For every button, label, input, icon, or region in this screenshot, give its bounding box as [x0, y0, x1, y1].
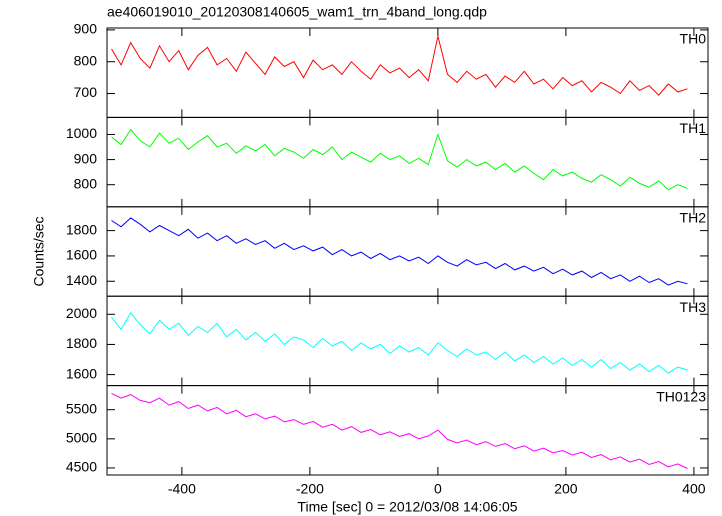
y-tick-label: 1800	[66, 335, 97, 351]
panel-label: TH0123	[656, 388, 706, 404]
data-line	[111, 392, 688, 469]
panel-frame	[106, 295, 709, 387]
y-tick-label: 900	[74, 21, 98, 37]
panel-label: TH1	[680, 120, 707, 136]
y-tick-label: 1600	[66, 247, 97, 263]
y-tick-label: 5500	[66, 400, 97, 416]
y-tick-label: 1800	[66, 221, 97, 237]
panel-label: TH3	[680, 299, 707, 315]
panel-frame	[106, 27, 709, 118]
data-line	[111, 217, 688, 286]
data-line	[111, 36, 688, 96]
y-tick-label: 1000	[66, 125, 97, 141]
chart-title: ae406019010_20120308140605_wam1_trn_4ban…	[107, 4, 487, 20]
x-tick-label: 400	[682, 481, 706, 497]
y-tick-label: 2000	[66, 305, 97, 321]
y-axis-label: Counts/sec	[31, 216, 47, 286]
x-tick-label: -200	[296, 481, 324, 497]
y-tick-label: 800	[74, 52, 98, 68]
y-tick-label: 800	[74, 175, 98, 191]
y-tick-label: 700	[74, 84, 98, 100]
panel-label: TH0	[680, 31, 707, 47]
x-tick-label: 0	[434, 481, 442, 497]
panel-label: TH2	[680, 210, 707, 226]
x-axis-label: Time [sec] 0 = 2012/03/08 14:06:05	[297, 499, 517, 515]
y-tick-label: 5000	[66, 430, 97, 446]
data-line	[111, 128, 688, 191]
data-line	[111, 311, 688, 374]
x-tick-label: 200	[554, 481, 578, 497]
y-tick-label: 4500	[66, 459, 97, 475]
y-tick-label: 1600	[66, 365, 97, 381]
y-tick-label: 900	[74, 150, 98, 166]
x-tick-label: -400	[168, 481, 196, 497]
y-tick-label: 1400	[66, 272, 97, 288]
panel-frame	[106, 385, 709, 476]
panel-frame	[106, 206, 709, 297]
